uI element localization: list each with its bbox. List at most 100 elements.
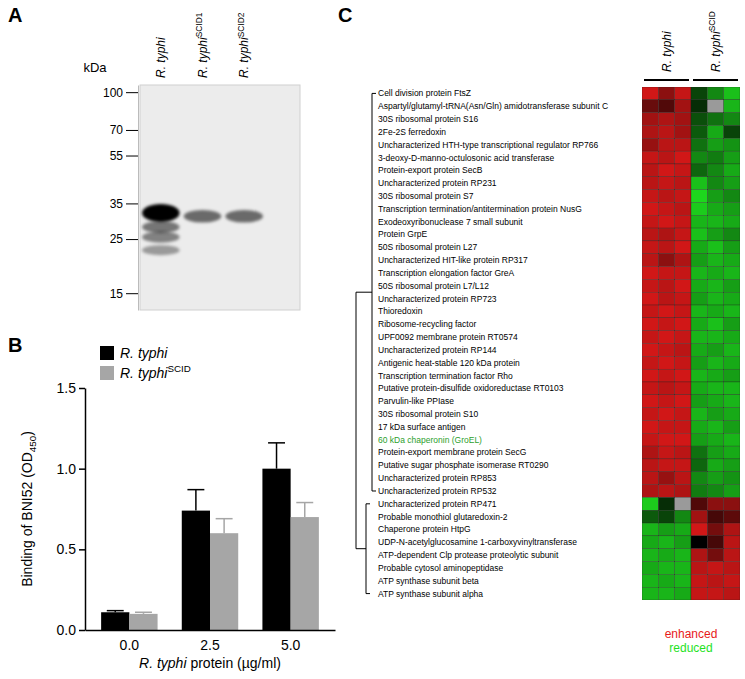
cell (724, 446, 740, 459)
text-part: SCID (167, 363, 190, 374)
cell (642, 254, 658, 267)
text-part: R. typhi (237, 37, 251, 78)
cell (675, 190, 691, 203)
cell (642, 113, 658, 126)
cell (707, 331, 723, 344)
cell (675, 523, 691, 536)
cell (691, 125, 707, 138)
cell (724, 318, 740, 331)
cell (724, 254, 740, 267)
row-label: Uncharacterized protein RP532 (378, 486, 497, 496)
cell (675, 408, 691, 421)
cell (724, 485, 740, 498)
cell (691, 420, 707, 433)
cell (642, 177, 658, 190)
band (142, 245, 180, 255)
row-label: Thioredoxin (378, 306, 423, 316)
cell (675, 356, 691, 369)
cell (658, 100, 674, 113)
cell (707, 459, 723, 472)
cell (691, 497, 707, 510)
axis-title: Binding of BNI52 (OD450) (19, 431, 38, 587)
row-label: Aspartyl/glutamyl-tRNA(Asn/Gln) amidotra… (378, 101, 608, 111)
row-label: ATP synthase subunit alpha (378, 589, 483, 599)
cell (658, 331, 674, 344)
error-bar (107, 611, 124, 613)
cell (675, 151, 691, 164)
y-axis: 0.00.51.01.5 (57, 380, 86, 638)
cell (724, 228, 740, 241)
cell (675, 433, 691, 446)
cell (675, 215, 691, 228)
cell (691, 228, 707, 241)
cell (658, 267, 674, 280)
cell (707, 215, 723, 228)
cell (658, 113, 674, 126)
cell (707, 497, 723, 510)
cell (707, 562, 723, 575)
cell (675, 369, 691, 382)
cell (707, 472, 723, 485)
cell (691, 459, 707, 472)
tick-mark (79, 388, 85, 390)
error-cap (187, 489, 204, 491)
cell (691, 190, 707, 203)
row-label: Putative protein-disulfide oxidoreductas… (378, 383, 564, 393)
cell (675, 318, 691, 331)
bar (291, 517, 319, 630)
cell (642, 420, 658, 433)
row-label: 30S ribosomal protein S7 (378, 191, 474, 201)
cell (691, 202, 707, 215)
row-label: Uncharacterized protein RP231 (378, 178, 497, 188)
row-label: Putative sugar phosphate isomerase RT029… (378, 460, 549, 470)
cell (642, 408, 658, 421)
cell (724, 202, 740, 215)
text-part: SCID2 (236, 12, 246, 37)
cell (642, 356, 658, 369)
cell (642, 549, 658, 562)
text-part: protein (µg/ml) (187, 655, 281, 671)
row-label: UDP-N-acetylglucosamine 1-carboxyvinyltr… (378, 537, 577, 547)
cell (675, 228, 691, 241)
cell (675, 100, 691, 113)
cell (675, 292, 691, 305)
tick-label: 2.5 (200, 637, 220, 653)
cell (707, 202, 723, 215)
bar (101, 612, 129, 630)
group-bracket (693, 79, 738, 81)
cell (642, 292, 658, 305)
legend-swatch (100, 346, 114, 360)
cell (724, 472, 740, 485)
cell (642, 459, 658, 472)
cell (675, 331, 691, 344)
cell (691, 369, 707, 382)
cell (691, 267, 707, 280)
row-label: Uncharacterized protein RP723 (378, 294, 497, 304)
cell (691, 562, 707, 575)
cell (658, 138, 674, 151)
cell (675, 202, 691, 215)
row-label: UPF0092 membrane protein RT0574 (378, 332, 518, 342)
figure: A1007055352515kDaR. typhiR. typhiSCID1R.… (0, 0, 745, 679)
cell (724, 587, 740, 600)
cell (691, 215, 707, 228)
cell (642, 267, 658, 280)
cell (642, 318, 658, 331)
error-stem (304, 503, 306, 518)
cell (707, 87, 723, 100)
cell (658, 254, 674, 267)
row-label: Cell division protein FtsZ (378, 88, 471, 98)
cell (642, 485, 658, 498)
error-cap (135, 612, 152, 614)
error-stem (276, 443, 278, 469)
cell (691, 446, 707, 459)
cell (707, 369, 723, 382)
cell (642, 574, 658, 587)
cell (642, 241, 658, 254)
cell (724, 100, 740, 113)
row-label: Antigenic heat-stable 120 kDa protein (378, 358, 520, 368)
tick-mark (79, 468, 85, 470)
cell (724, 177, 740, 190)
cell (658, 420, 674, 433)
bar (210, 533, 238, 630)
